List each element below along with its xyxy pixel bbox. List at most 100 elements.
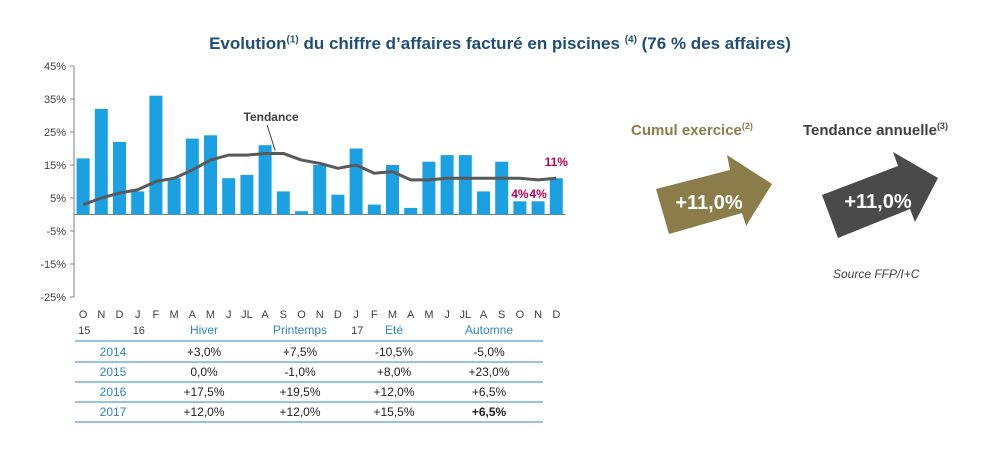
bar bbox=[113, 141, 126, 215]
seasonal-table: Hiver Printemps Eté Automne 2014 +3,0% +7,5% -1… bbox=[75, 323, 543, 423]
tendance-arrow: +11,0% bbox=[822, 152, 938, 238]
x-tick-label: M bbox=[424, 309, 433, 321]
x-tick-label: N bbox=[97, 309, 105, 321]
x-tick-label: D bbox=[334, 309, 342, 321]
bar bbox=[440, 155, 454, 215]
y-tick-label: -5% bbox=[46, 226, 66, 238]
x-tick-label: JL bbox=[241, 309, 253, 321]
table-cell: +12,0% bbox=[279, 405, 320, 419]
table-year: 2016 bbox=[100, 385, 127, 399]
trend-line bbox=[82, 151, 557, 207]
trend-pointer bbox=[266, 124, 276, 151]
chart-annotations: Tendance 4% 4% 11% bbox=[244, 110, 569, 201]
bar bbox=[531, 201, 545, 215]
table-header: Printemps bbox=[273, 323, 327, 337]
x-tick-label: M bbox=[206, 309, 215, 321]
table-cell: +19,5% bbox=[279, 385, 320, 399]
x-tick-label: F bbox=[153, 309, 160, 321]
table-header: Eté bbox=[385, 323, 403, 337]
y-tick-label: -15% bbox=[40, 259, 66, 271]
y-tick-label: 45% bbox=[44, 61, 66, 73]
bar bbox=[367, 204, 381, 215]
table-cell: -1,0% bbox=[284, 365, 316, 379]
year-label: 16 bbox=[133, 325, 145, 337]
table-cell: +17,5% bbox=[183, 385, 224, 399]
year-label: 15 bbox=[78, 325, 90, 337]
table-cell: +23,0% bbox=[468, 365, 509, 379]
x-tick-label: O bbox=[516, 309, 525, 321]
source-note: Source FFP/I+C bbox=[833, 267, 920, 281]
value-label: 11% bbox=[545, 155, 569, 169]
x-tick-label: D bbox=[116, 309, 124, 321]
bar bbox=[349, 148, 363, 215]
x-tick-label: F bbox=[371, 309, 378, 321]
bar bbox=[458, 155, 472, 215]
cumul-value: +11,0% bbox=[675, 192, 743, 214]
chart-title: Evolution(1) du chiffre d’affaires factu… bbox=[209, 34, 791, 53]
value-label: 4% bbox=[529, 187, 547, 201]
trend-polyline bbox=[82, 151, 557, 207]
x-tick-label: J bbox=[444, 309, 450, 321]
y-tick-label: -25% bbox=[40, 292, 66, 304]
bar bbox=[313, 165, 327, 215]
bar bbox=[386, 165, 399, 215]
y-tick-label: 25% bbox=[44, 127, 66, 139]
x-tick-label: N bbox=[534, 309, 542, 321]
x-tick-label: S bbox=[280, 309, 287, 321]
x-tick-label: A bbox=[189, 309, 197, 321]
x-tick-label: J bbox=[135, 309, 141, 321]
bar bbox=[477, 191, 490, 215]
bar bbox=[149, 95, 163, 215]
x-tick-label: J bbox=[226, 309, 232, 321]
bar bbox=[185, 138, 199, 215]
x-tick-label: JL bbox=[459, 309, 471, 321]
x-tick-label: D bbox=[552, 309, 560, 321]
bar bbox=[167, 178, 181, 215]
table-cell: +8,0% bbox=[377, 365, 412, 379]
y-tick-label: 15% bbox=[44, 160, 66, 172]
table-header: Hiver bbox=[190, 323, 218, 337]
bar bbox=[276, 191, 290, 215]
table-year: 2015 bbox=[100, 365, 127, 379]
x-tick-label: S bbox=[498, 309, 505, 321]
year-label: 17 bbox=[351, 325, 363, 337]
tendance-value: +11,0% bbox=[844, 191, 912, 213]
x-tick-label: M bbox=[170, 309, 179, 321]
x-tick-label: O bbox=[79, 309, 88, 321]
tendance-arrow-shape bbox=[822, 152, 938, 238]
bar bbox=[295, 211, 308, 215]
value-label: 4% bbox=[511, 187, 529, 201]
bar bbox=[258, 145, 272, 215]
bar bbox=[422, 161, 436, 215]
chart-bars bbox=[76, 95, 563, 215]
bar bbox=[204, 135, 217, 215]
bar bbox=[513, 201, 527, 215]
table-cell: +15,5% bbox=[373, 405, 414, 419]
cumul-arrow-shape bbox=[656, 155, 772, 234]
tendance-title: Tendance annuelle(3) bbox=[803, 121, 948, 139]
cumul-arrow: +11,0% bbox=[656, 155, 772, 234]
table-year: 2014 bbox=[100, 345, 127, 359]
table-cell: +12,0% bbox=[183, 405, 224, 419]
table-cell: 0,0% bbox=[190, 365, 218, 379]
table-cell: -5,0% bbox=[473, 345, 505, 359]
trend-label: Tendance bbox=[244, 110, 299, 124]
bar bbox=[549, 178, 563, 215]
x-tick-label: O bbox=[297, 309, 306, 321]
table-cell: +3,0% bbox=[187, 345, 222, 359]
bar bbox=[495, 161, 509, 215]
x-tick-label: A bbox=[261, 309, 269, 321]
cumul-title: Cumul exercice(2) bbox=[631, 121, 753, 139]
bar bbox=[222, 178, 236, 215]
y-tick-label: 5% bbox=[50, 193, 66, 205]
x-tick-label: A bbox=[480, 309, 488, 321]
table-year: 2017 bbox=[100, 405, 127, 419]
bar bbox=[404, 207, 418, 215]
table-header: Automne bbox=[465, 323, 513, 337]
table-cell: +6,5% bbox=[472, 385, 507, 399]
bar bbox=[76, 158, 90, 215]
bar bbox=[240, 174, 254, 215]
x-tick-label: N bbox=[316, 309, 324, 321]
x-tick-label: M bbox=[388, 309, 397, 321]
